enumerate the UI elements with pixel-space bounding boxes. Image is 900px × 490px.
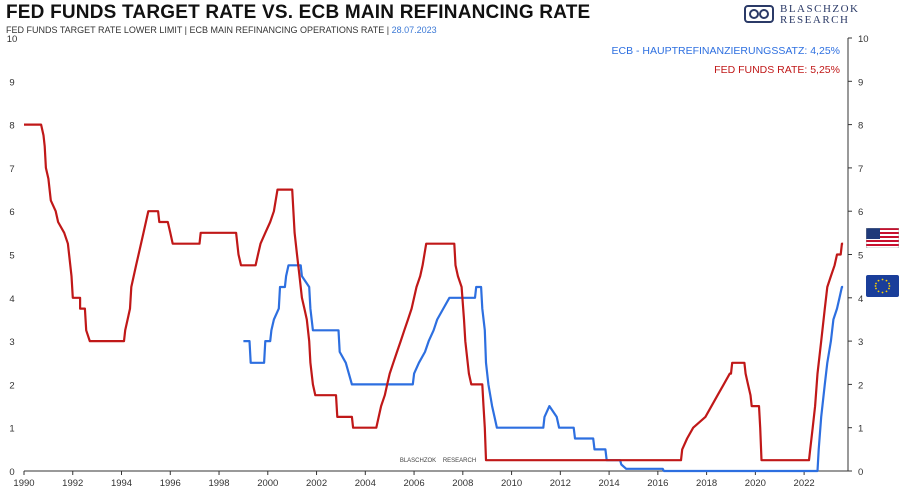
x-tick-label: 2022 [794,478,815,489]
y-axis-left: 0 1 2 3 4 5 6 7 8 9 10 [7,34,18,478]
y-tick-left-label: 7 [9,164,14,175]
y-tick-right-label: 3 [858,337,863,348]
y-tick-left-label: 6 [9,207,14,218]
x-tick-label: 2010 [501,478,522,489]
y-tick-right-label: 1 [858,424,863,435]
x-tick-label: 1998 [208,478,229,489]
eu-flag-icon [866,275,899,297]
us-flag-icon [866,228,899,248]
y-tick-left-label: 3 [9,337,14,348]
company-logo: BLASCHZOK RESEARCH [744,2,894,28]
x-tick-label: 1996 [160,478,181,489]
x-tick-label: 2006 [403,478,424,489]
y-tick-right-label: 5 [858,251,863,262]
y-tick-right-label: 7 [858,164,863,175]
y-tick-left-label: 4 [9,294,14,305]
y-tick-left-label: 5 [9,251,14,262]
x-axis: 1990 1992 1994 1996 1998 2000 2002 2004 2006 2008… [13,471,815,489]
logo-line-2: RESEARCH [780,14,850,26]
y-tick-left-label: 8 [9,121,14,132]
x-tick-label: 2014 [599,478,620,489]
x-tick-label: 2016 [647,478,668,489]
y-tick-right-label: 8 [858,121,863,132]
legend-fed: FED FUNDS RATE: 5,25% [714,64,840,76]
y-tick-left-label: 1 [9,424,14,435]
subtitle-text: FED FUNDS TARGET RATE LOWER LIMIT | ECB … [6,25,390,35]
x-tick-label: 1992 [62,478,83,489]
chart-date: 28.07.2023 [391,25,437,35]
y-tick-left-label: 0 [9,467,14,478]
y-tick-right-label: 0 [858,467,863,478]
y-tick-right-label: 9 [858,77,863,88]
y-tick-left-label: 10 [7,34,18,45]
y-tick-left-label: 2 [9,380,14,391]
x-tick-label: 2012 [550,478,571,489]
x-tick-label: 2004 [355,478,376,489]
ecb-rate-line [243,264,844,473]
fed-rate-line [24,123,844,462]
x-tick-label: 1990 [13,478,34,489]
chart-title: FED FUNDS TARGET RATE VS. ECB MAIN REFIN… [6,2,591,23]
y-tick-left-label: 9 [9,77,14,88]
y-axis-right: 0 1 2 3 4 5 6 7 8 9 10 [848,34,869,478]
x-tick-label: 2002 [306,478,327,489]
watermark: BLASCHZOK RESEARCH [400,458,476,464]
legend-ecb: ECB - HAUPTREFINANZIERUNGSSATZ: 4,25% [611,45,840,57]
x-tick-label: 2018 [696,478,717,489]
x-tick-label: 2008 [452,478,473,489]
y-tick-right-label: 2 [858,380,863,391]
y-tick-right-label: 10 [858,34,869,45]
y-tick-right-label: 6 [858,207,863,218]
logo-line-1: BLASCHZOK [780,3,860,15]
x-tick-label: 2020 [745,478,766,489]
logo-emblem-icon [744,5,774,23]
y-tick-right-label: 4 [858,294,863,305]
x-tick-label: 2000 [257,478,278,489]
chart-subtitle: FED FUNDS TARGET RATE LOWER LIMIT | ECB … [6,25,437,35]
x-tick-label: 1994 [111,478,132,489]
